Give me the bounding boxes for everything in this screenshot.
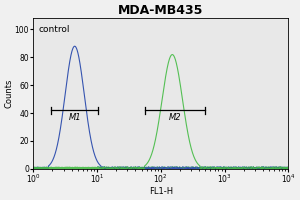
Text: M1: M1 (68, 113, 81, 122)
Y-axis label: Counts: Counts (4, 79, 13, 108)
X-axis label: FL1-H: FL1-H (149, 187, 173, 196)
Title: MDA-MB435: MDA-MB435 (118, 4, 203, 17)
Text: M2: M2 (169, 113, 182, 122)
Text: control: control (38, 25, 70, 34)
